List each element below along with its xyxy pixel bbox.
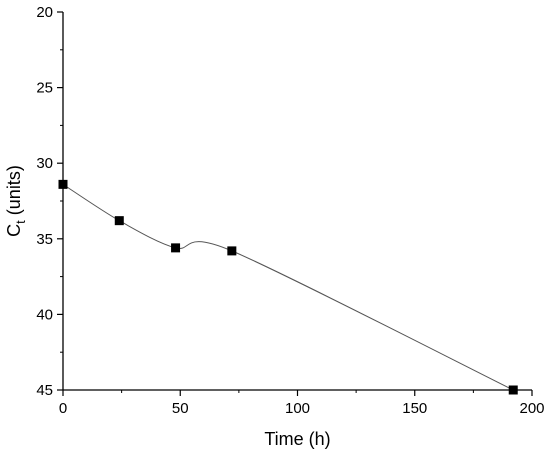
y-axis-title: Ct (units) [4,165,28,237]
y-tick-label: 35 [36,231,53,248]
data-point-marker [508,385,518,395]
y-axis-title-rest: (units) [4,165,24,220]
y-tick-label: 45 [36,382,53,399]
series-line [62,183,514,391]
data-point-marker [227,246,237,256]
x-tick-label: 0 [59,400,67,417]
y-axis-title-main: C [4,224,24,237]
x-tick-label: 200 [519,400,544,417]
x-tick-label: 150 [402,400,427,417]
series-layer [58,179,518,395]
data-point-marker [171,243,181,253]
y-tick-label: 20 [36,4,53,21]
data-point-marker [58,179,68,189]
y-axis-title-subscript: t [13,220,28,224]
x-axis-title: Time (h) [264,429,330,449]
y-tick-label: 40 [36,306,53,323]
x-tick-label: 50 [172,400,189,417]
data-point-marker [114,216,124,226]
axes: 0 50 100 150 200 20 25 30 35 40 45 [36,4,544,417]
y-tick-label: 30 [36,155,53,172]
y-tick-label: 25 [36,80,53,97]
x-tick-label: 100 [285,400,310,417]
